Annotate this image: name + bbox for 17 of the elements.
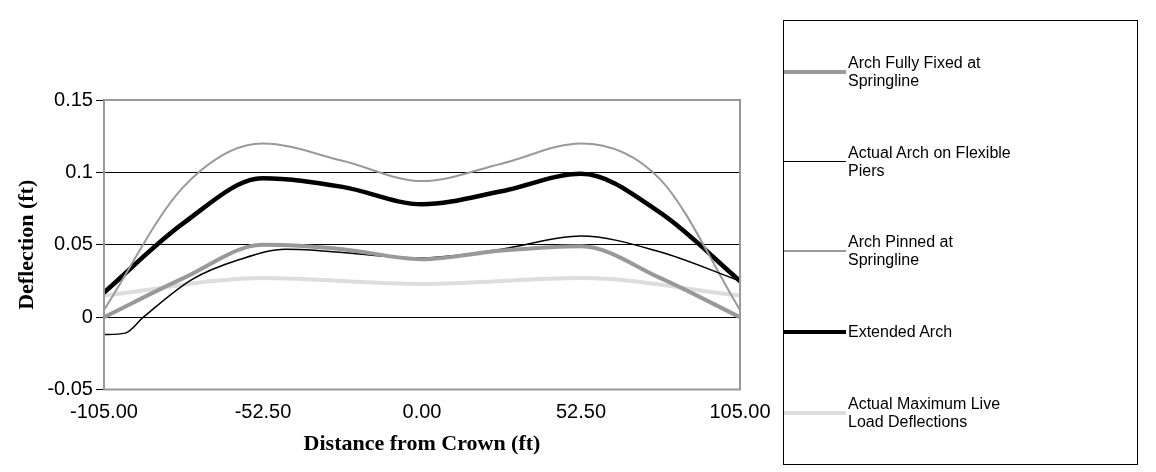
- y-tick-label: 0.15: [54, 87, 93, 110]
- y-axis-title: Deflection (ft): [12, 179, 38, 310]
- x-tick-label: -105.00: [70, 400, 138, 423]
- legend-label: Arch Pinned at Springline: [848, 233, 954, 270]
- legend-label: Arch Fully Fixed at Springline: [848, 53, 982, 90]
- legend-label: Actual Arch on Flexible Piers: [848, 143, 1012, 180]
- x-tick-label: -52.50: [234, 400, 292, 423]
- x-axis-title: Distance from Crown (ft): [303, 430, 541, 456]
- x-tick-label: 0.00: [402, 400, 442, 423]
- y-tick-label: -0.05: [47, 377, 93, 400]
- y-tick-label: 0.1: [65, 159, 93, 182]
- y-tick-label: 0.05: [54, 232, 93, 255]
- x-tick-label: 105.00: [709, 400, 771, 423]
- x-tick-label: 52.50: [555, 400, 607, 423]
- y-tick-label: 0: [81, 304, 93, 327]
- legend-label: Extended Arch: [848, 323, 954, 342]
- legend-label: Actual Maximum Live Load Deflections: [848, 395, 1002, 432]
